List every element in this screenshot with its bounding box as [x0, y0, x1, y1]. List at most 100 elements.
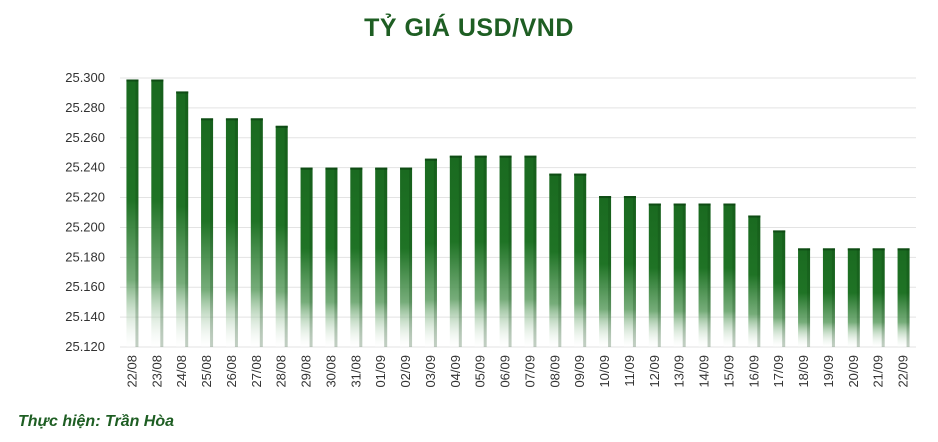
- bar: [773, 230, 786, 347]
- bar-shade: [160, 79, 164, 347]
- bar-top: [698, 203, 711, 206]
- x-tick-label: 27/08: [249, 355, 264, 388]
- x-axis-ticks: 22/08 23/08 24/08 25/08 26/08 27/08 28/08 29/08…: [124, 355, 910, 388]
- bar-shade: [558, 173, 562, 347]
- bar-top: [723, 203, 736, 206]
- y-tick-label: 25.120: [65, 339, 105, 354]
- bar-top: [897, 248, 910, 251]
- x-tick-label: 03/09: [423, 355, 438, 388]
- bar: [201, 118, 214, 347]
- bar-top: [300, 167, 313, 170]
- bar: [176, 91, 189, 347]
- bar-top: [499, 155, 512, 158]
- x-tick-label: 15/09: [721, 355, 736, 388]
- bar: [897, 248, 910, 347]
- x-tick-label: 31/08: [348, 355, 363, 388]
- bar-shade: [284, 125, 288, 347]
- bar-shade: [185, 91, 189, 347]
- bar: [499, 155, 512, 347]
- bar-shade: [583, 173, 587, 347]
- x-tick-label: 13/09: [672, 355, 687, 388]
- x-tick-label: 29/08: [299, 355, 314, 388]
- bar-shade: [210, 118, 214, 347]
- bar-top: [176, 91, 189, 94]
- bar: [599, 196, 612, 347]
- y-tick-label: 25.220: [65, 190, 105, 205]
- x-tick-label: 30/08: [323, 355, 338, 388]
- x-tick-label: 25/08: [199, 355, 214, 388]
- bar-top: [325, 167, 338, 170]
- x-tick-label: 14/09: [697, 355, 712, 388]
- bar: [798, 248, 811, 347]
- bar-top: [599, 196, 612, 199]
- y-tick-label: 25.140: [65, 309, 105, 324]
- bar: [723, 203, 736, 347]
- chart-title: TỶ GIÁ USD/VND: [364, 14, 574, 42]
- bar: [250, 118, 263, 347]
- bar: [872, 248, 885, 347]
- bar-top: [798, 248, 811, 251]
- bar-top: [748, 215, 761, 218]
- bar-shade: [433, 158, 437, 347]
- x-tick-label: 07/09: [522, 355, 537, 388]
- bar-shade: [682, 203, 686, 347]
- bar-shade: [732, 203, 736, 347]
- bar-top: [275, 125, 288, 128]
- bar-top: [424, 158, 437, 161]
- y-axis-ticks: 25.120 25.140 25.160 25.180 25.200 25.220 25.2…: [65, 70, 105, 354]
- bar-shade: [632, 196, 636, 347]
- bar-top: [350, 167, 363, 170]
- gridlines: [120, 77, 916, 348]
- bar-shade: [409, 167, 413, 347]
- bar-shade: [856, 248, 860, 347]
- bar-shade: [234, 118, 238, 347]
- x-tick-label: 22/09: [896, 355, 911, 388]
- bar: [648, 203, 661, 347]
- bar-shade: [881, 248, 885, 347]
- bar-shade: [384, 167, 388, 347]
- bar-top: [126, 79, 139, 82]
- bar-top: [773, 230, 786, 233]
- bar: [375, 167, 388, 347]
- bar-top: [225, 118, 238, 121]
- bar-shade: [533, 155, 537, 347]
- bar: [673, 203, 686, 347]
- bar-shade: [757, 215, 761, 347]
- y-tick-label: 25.280: [65, 100, 105, 115]
- bar-top: [400, 167, 413, 170]
- bar: [748, 215, 761, 347]
- bar: [350, 167, 363, 347]
- x-tick-label: 24/08: [174, 355, 189, 388]
- bar-shade: [831, 248, 835, 347]
- bar-top: [549, 173, 562, 176]
- bar-top: [574, 173, 587, 176]
- bar: [524, 155, 537, 347]
- bar: [474, 155, 487, 347]
- x-tick-label: 01/09: [373, 355, 388, 388]
- bar-shade: [135, 79, 139, 347]
- bar-top: [623, 196, 636, 199]
- bar-shade: [782, 230, 786, 347]
- bar: [225, 118, 238, 347]
- y-tick-label: 25.200: [65, 219, 105, 234]
- bar-shade: [807, 248, 811, 347]
- x-tick-label: 09/09: [572, 355, 587, 388]
- x-tick-label: 05/09: [473, 355, 488, 388]
- bar-shade: [657, 203, 661, 347]
- x-tick-label: 11/09: [622, 355, 637, 387]
- bar-shade: [906, 248, 910, 347]
- bar: [449, 155, 462, 347]
- y-tick-label: 25.240: [65, 160, 105, 175]
- bar: [698, 203, 711, 347]
- bar-top: [151, 79, 164, 82]
- bar-top: [250, 118, 263, 121]
- bar-top: [524, 155, 537, 158]
- bar-top: [847, 248, 860, 251]
- bar-shade: [334, 167, 338, 347]
- bar-shade: [508, 155, 512, 347]
- bar-shade: [309, 167, 313, 347]
- x-tick-label: 02/09: [398, 355, 413, 388]
- y-tick-label: 25.260: [65, 130, 105, 145]
- bar-shade: [259, 118, 263, 347]
- bar: [400, 167, 413, 347]
